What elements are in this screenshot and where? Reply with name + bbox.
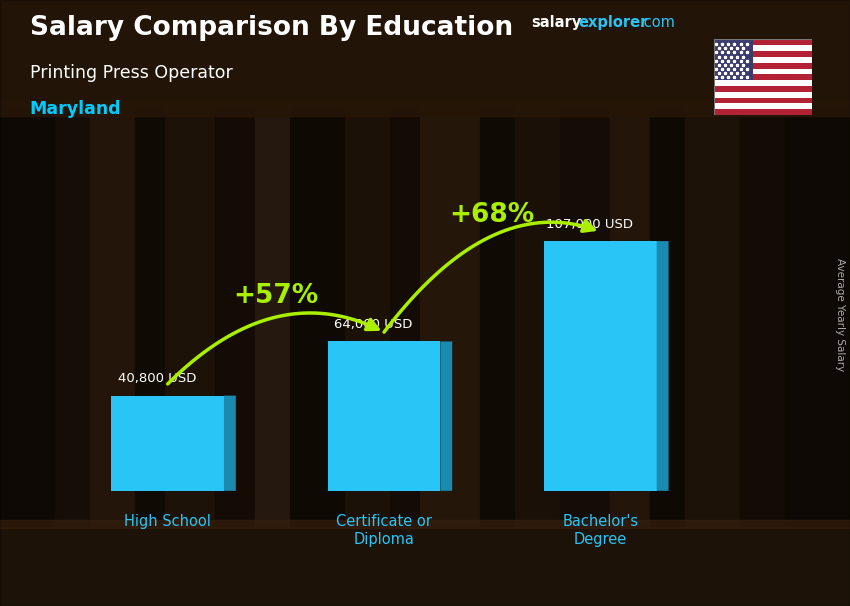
Bar	[785, 106, 850, 526]
Bar	[390, 106, 420, 526]
Bar	[714, 62, 812, 68]
Text: +68%: +68%	[450, 202, 535, 228]
Text: Salary Comparison By Education: Salary Comparison By Education	[30, 15, 513, 41]
Bar	[0, 106, 55, 526]
Bar	[0, 0, 850, 116]
Bar	[714, 39, 812, 45]
Polygon shape	[224, 396, 235, 491]
Text: 64,000 USD: 64,000 USD	[334, 318, 412, 331]
Bar	[290, 106, 345, 526]
Text: Certificate or
Diploma: Certificate or Diploma	[336, 514, 432, 547]
Text: Maryland: Maryland	[30, 100, 122, 118]
Polygon shape	[657, 241, 669, 491]
Text: Average Yearly Salary: Average Yearly Salary	[835, 259, 845, 371]
Bar	[714, 109, 812, 115]
Bar	[0, 101, 850, 116]
Bar	[560, 106, 610, 526]
Bar	[544, 241, 657, 491]
Text: High School: High School	[124, 514, 211, 529]
Bar	[714, 80, 812, 86]
Bar	[714, 98, 812, 104]
Text: 40,800 USD: 40,800 USD	[117, 372, 196, 385]
Bar	[685, 106, 740, 526]
Bar	[714, 39, 753, 80]
Text: Bachelor's
Degree: Bachelor's Degree	[563, 514, 638, 547]
Bar	[90, 106, 135, 526]
Bar	[714, 86, 812, 92]
Bar	[714, 68, 812, 75]
Bar	[480, 106, 515, 526]
Bar	[650, 106, 685, 526]
Text: .com: .com	[639, 15, 675, 30]
Bar	[255, 106, 290, 526]
Bar	[420, 106, 480, 526]
Bar	[111, 396, 224, 491]
Bar	[714, 92, 812, 98]
Bar	[714, 57, 812, 62]
Bar	[165, 106, 215, 526]
Text: Printing Press Operator: Printing Press Operator	[30, 64, 233, 82]
Bar	[55, 106, 90, 526]
Bar	[714, 51, 812, 57]
Bar	[714, 45, 812, 51]
Text: 107,000 USD: 107,000 USD	[546, 218, 633, 231]
Text: salary: salary	[531, 15, 581, 30]
Bar	[345, 106, 390, 526]
Bar	[328, 341, 440, 491]
Bar	[135, 106, 165, 526]
Bar	[714, 104, 812, 109]
Bar	[714, 75, 812, 80]
Bar	[0, 520, 850, 528]
Bar	[740, 106, 785, 526]
Bar	[610, 106, 650, 526]
Text: +57%: +57%	[233, 283, 319, 309]
Bar	[215, 106, 255, 526]
Text: explorer: explorer	[578, 15, 648, 30]
Bar	[515, 106, 560, 526]
Polygon shape	[440, 341, 452, 491]
